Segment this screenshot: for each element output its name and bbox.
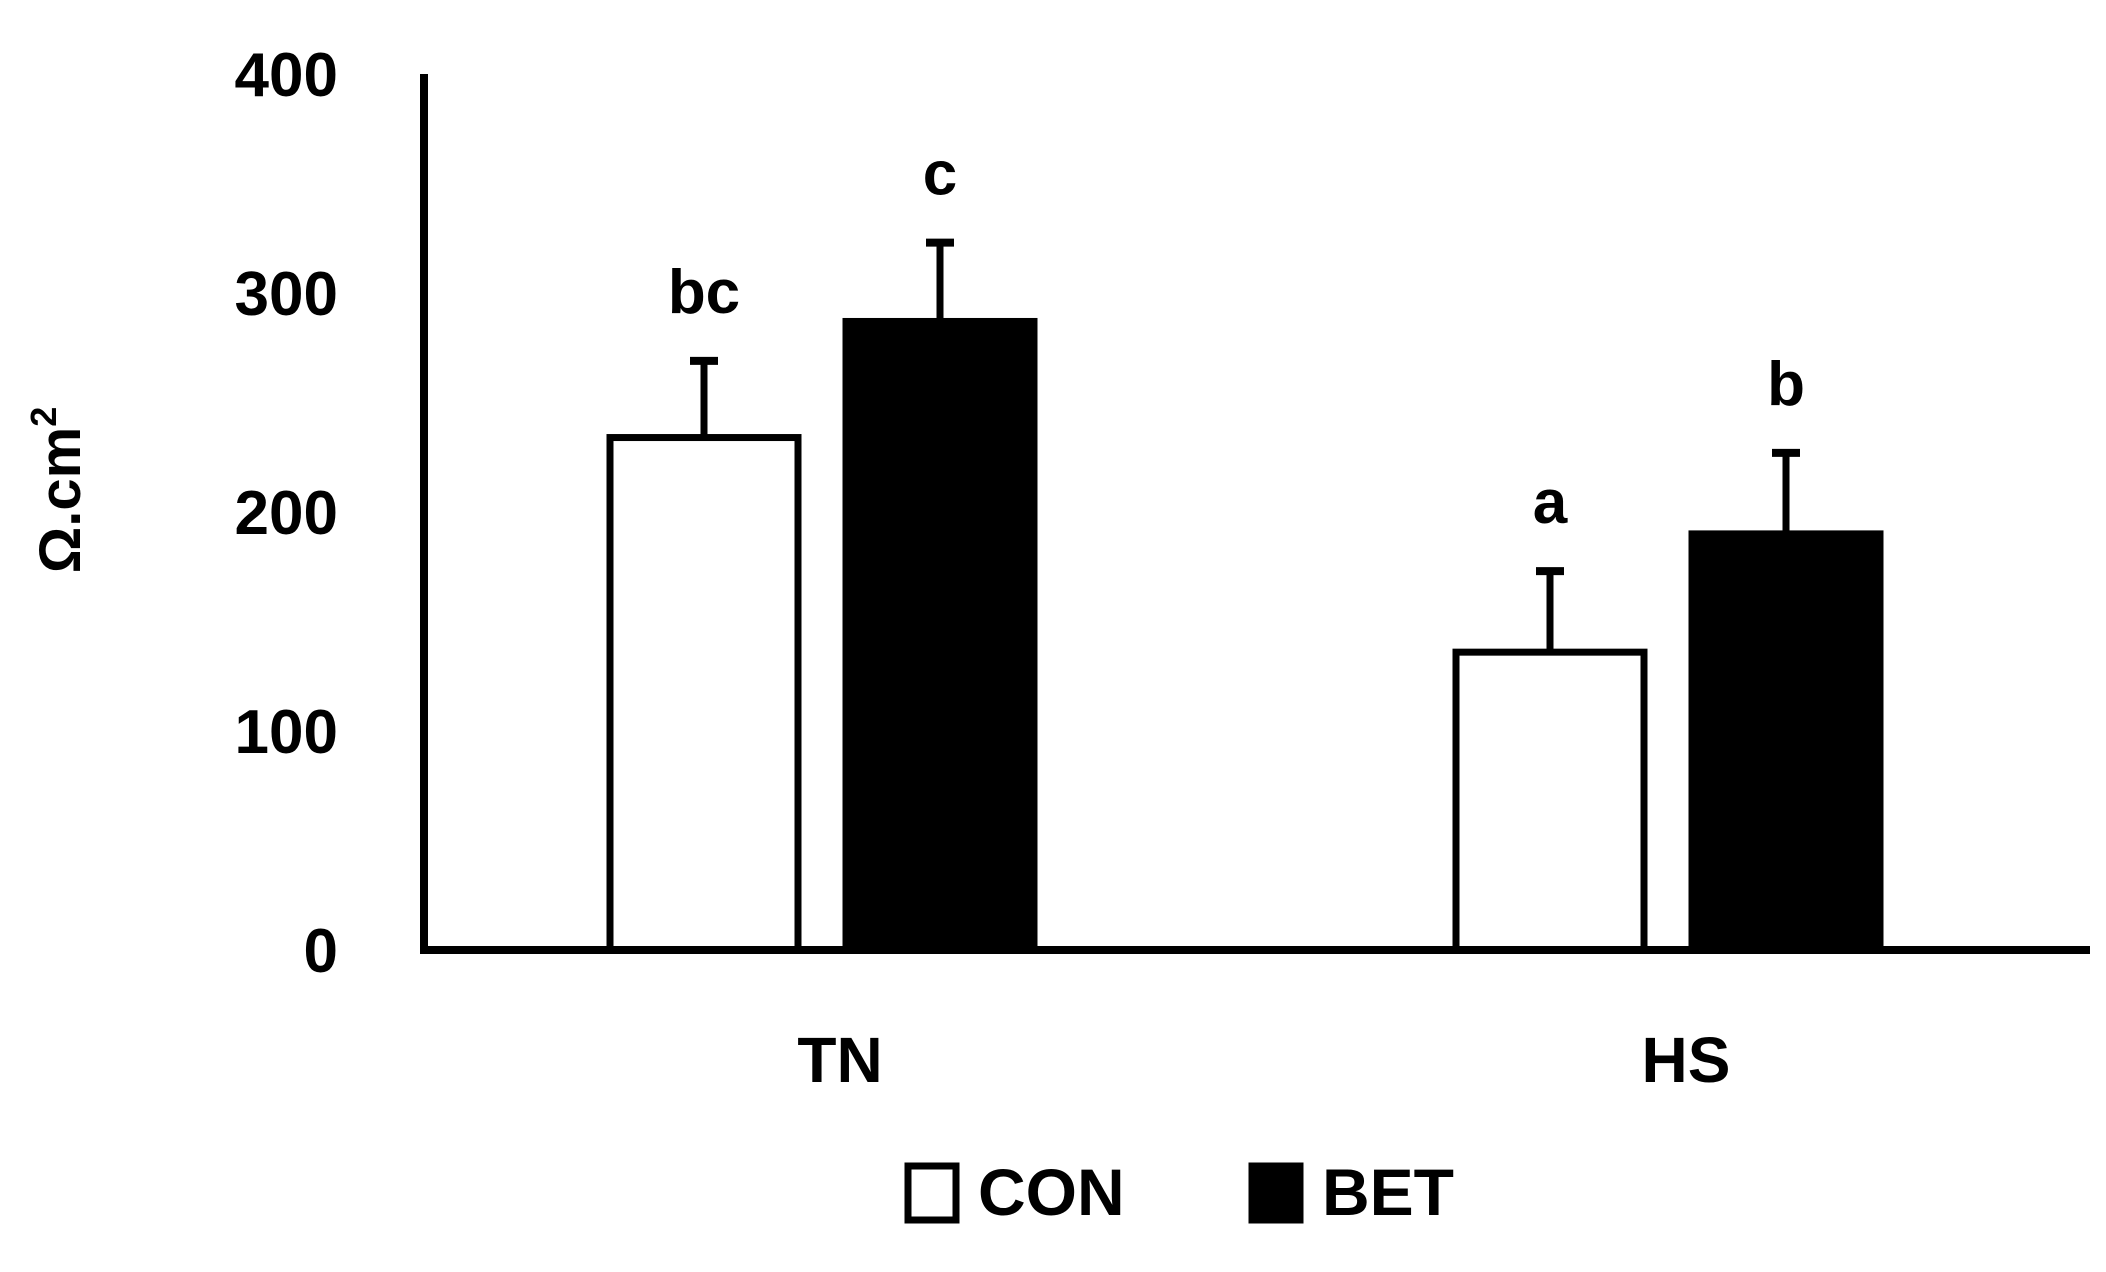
y-axis-label-superscript: 2 [23,407,64,427]
y-tick-label: 400 [235,41,338,110]
y-axis-label-text: Ω.cm [28,427,93,573]
y-tick-label: 0 [304,917,338,986]
y-axis-label: Ω.cm2 [23,407,93,573]
significance-label: bc [668,258,740,327]
legend-swatch-bet [1248,1162,1304,1224]
significance-label: b [1767,350,1805,419]
x-tick-label: TN [797,1024,882,1096]
y-axis-ticks: 0 100 200 300 400 [235,41,338,986]
significance-label: c [923,140,957,209]
y-tick-label: 300 [235,260,338,329]
bars: bc a c b [606,140,1884,954]
legend: CON BET [904,1155,1454,1229]
bar-con-hs [1452,648,1648,954]
axes [420,74,2090,954]
legend-swatch-con [904,1162,960,1224]
y-tick-label: 100 [235,698,338,767]
bar-bet-hs [1688,530,1884,954]
bar-con-tn [606,434,802,954]
significance-label: a [1533,468,1568,537]
x-axis-category-labels: TN HS [797,1024,1730,1096]
bar-bet-tn [842,317,1038,954]
legend-label-con: CON [978,1155,1125,1229]
x-tick-label: HS [1642,1024,1731,1096]
svg-text:Ω.cm2: Ω.cm2 [23,407,93,573]
legend-label-bet: BET [1322,1155,1454,1229]
y-tick-label: 200 [235,479,338,548]
